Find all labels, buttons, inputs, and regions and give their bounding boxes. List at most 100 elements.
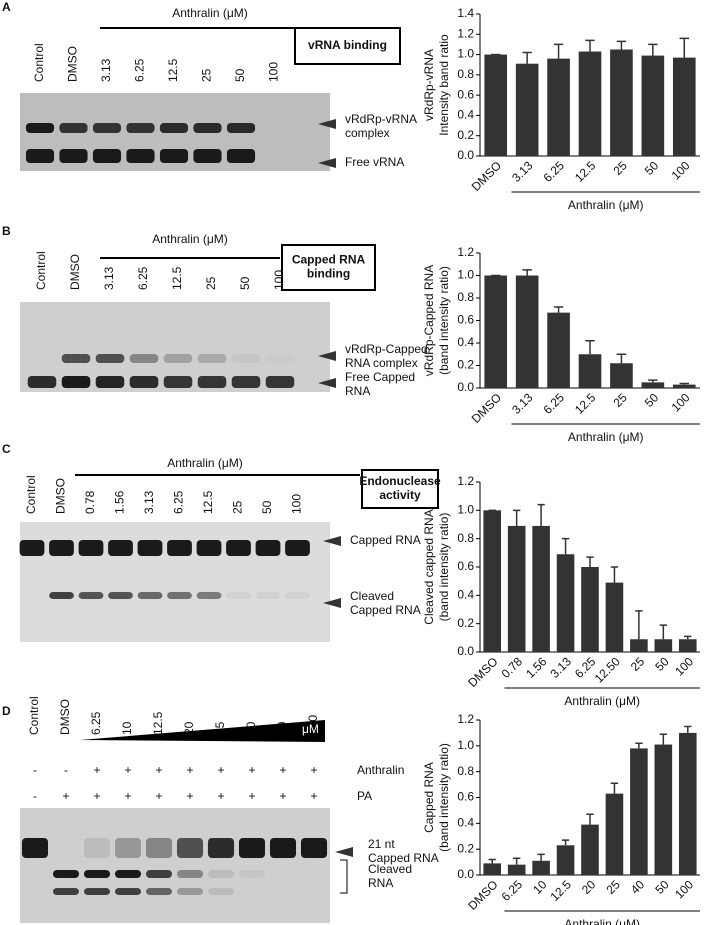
lane-label: 6.25 — [172, 490, 186, 514]
row-sign: + — [217, 763, 224, 777]
x-tick-label: 100 — [672, 877, 696, 901]
gel-band — [176, 838, 204, 858]
y-tick-label: 0.8 — [457, 531, 474, 545]
gel-band — [207, 838, 235, 858]
y-tick-label: 0.0 — [457, 867, 474, 881]
bar — [630, 639, 648, 652]
band-arrow — [323, 598, 341, 608]
y-tick-label: 0.0 — [457, 148, 474, 162]
y-tick-label: 0.8 — [457, 67, 474, 81]
gel-band — [92, 123, 122, 133]
gel-band — [145, 870, 173, 878]
gel-band — [196, 592, 222, 599]
gel-band — [52, 870, 80, 878]
x-tick-label: 50 — [652, 877, 672, 897]
lane-label: 3.13 — [99, 58, 113, 82]
lane-label: 12.5 — [166, 58, 180, 82]
gel-header: Anthralin (μM) — [167, 456, 243, 470]
gel-band — [137, 540, 163, 556]
row-sign: + — [155, 763, 162, 777]
bar — [581, 824, 599, 875]
band-label: vRdRp-Capped — [345, 342, 428, 356]
gel-band — [108, 592, 133, 599]
gel-band — [193, 123, 222, 133]
band-label: Cleaved — [368, 862, 412, 876]
row-sign: - — [33, 789, 37, 803]
x-tick-label: DMSO — [469, 158, 504, 193]
lane-label: 3.13 — [102, 266, 116, 290]
x-tick-label: 0.78 — [499, 654, 526, 681]
header-box — [294, 27, 401, 65]
row-sign: - — [33, 763, 37, 777]
gel-header: Anthralin (μM) — [172, 6, 248, 20]
y-tick-label: 0.8 — [457, 764, 474, 778]
error-bar — [537, 853, 545, 861]
gel-band — [226, 149, 256, 163]
band-label: Free vRNA — [345, 155, 404, 169]
error-bar — [659, 733, 667, 745]
lane-label: 3.13 — [142, 490, 156, 514]
gel-band — [231, 354, 261, 363]
gel-band — [49, 592, 74, 599]
gel-band — [78, 592, 104, 599]
gel-band — [25, 149, 55, 163]
bar — [630, 748, 648, 875]
panel-letter: C — [2, 442, 11, 456]
x-axis-label: Anthralin (μM) — [564, 694, 640, 708]
row-sign: + — [279, 789, 286, 803]
bar — [672, 57, 696, 156]
gel-band — [145, 838, 173, 858]
gel-band — [59, 123, 88, 133]
lane-label: 1.56 — [113, 490, 127, 514]
band-label: RNA — [345, 384, 370, 398]
x-tick-label: DMSO — [465, 877, 500, 912]
y-axis-label: (band intensity ratio) — [437, 743, 451, 852]
lane-label: 12.5 — [170, 266, 184, 290]
error-bar — [522, 51, 532, 64]
lane-label: 50 — [233, 68, 247, 82]
bar — [483, 510, 502, 652]
gel-band — [238, 870, 266, 878]
x-tick-label: 40 — [628, 877, 648, 897]
row-sign: + — [186, 789, 193, 803]
gel-header: Anthralin (μM) — [152, 232, 228, 246]
x-tick-label: DMSO — [465, 654, 500, 689]
bar — [678, 732, 697, 875]
y-axis-label: vRdRp-Capped RNA — [422, 265, 436, 376]
lane-label: Control — [32, 43, 46, 82]
bar — [532, 860, 550, 875]
lane-label: DMSO — [66, 46, 80, 82]
x-axis-label: Anthralin (μM) — [568, 430, 644, 444]
x-tick-label: 100 — [669, 158, 693, 182]
error-bar — [585, 340, 595, 355]
error-bar — [610, 566, 619, 583]
gel-band — [255, 592, 281, 599]
band-label: Free Capped — [345, 370, 415, 384]
error-bar — [679, 382, 689, 385]
y-tick-label: 1.0 — [457, 268, 474, 282]
gel-band — [129, 376, 159, 388]
lane-label: 12.5 — [201, 490, 215, 514]
row-sign: + — [124, 789, 131, 803]
error-bar — [659, 624, 667, 640]
x-tick-label: 3.13 — [548, 654, 575, 681]
x-tick-label: 12.5 — [548, 877, 575, 904]
gel-band — [78, 540, 104, 556]
bar — [672, 384, 696, 388]
y-tick-label: 0.2 — [457, 128, 474, 142]
gel-band — [61, 376, 91, 388]
gel-band — [176, 888, 204, 895]
y-tick-label: 0.4 — [457, 335, 474, 349]
y-tick-label: 1.2 — [457, 245, 474, 259]
cleaved-bracket — [340, 859, 348, 894]
gel-band — [52, 888, 80, 895]
gel-band — [238, 838, 266, 858]
gel-band — [207, 888, 235, 895]
gel-band — [197, 376, 227, 388]
lane-label: DMSO — [54, 478, 68, 514]
error-bar — [553, 306, 564, 313]
error-bar — [616, 40, 627, 50]
gel-band — [108, 540, 133, 556]
error-bar — [684, 635, 692, 640]
bar — [610, 49, 633, 156]
